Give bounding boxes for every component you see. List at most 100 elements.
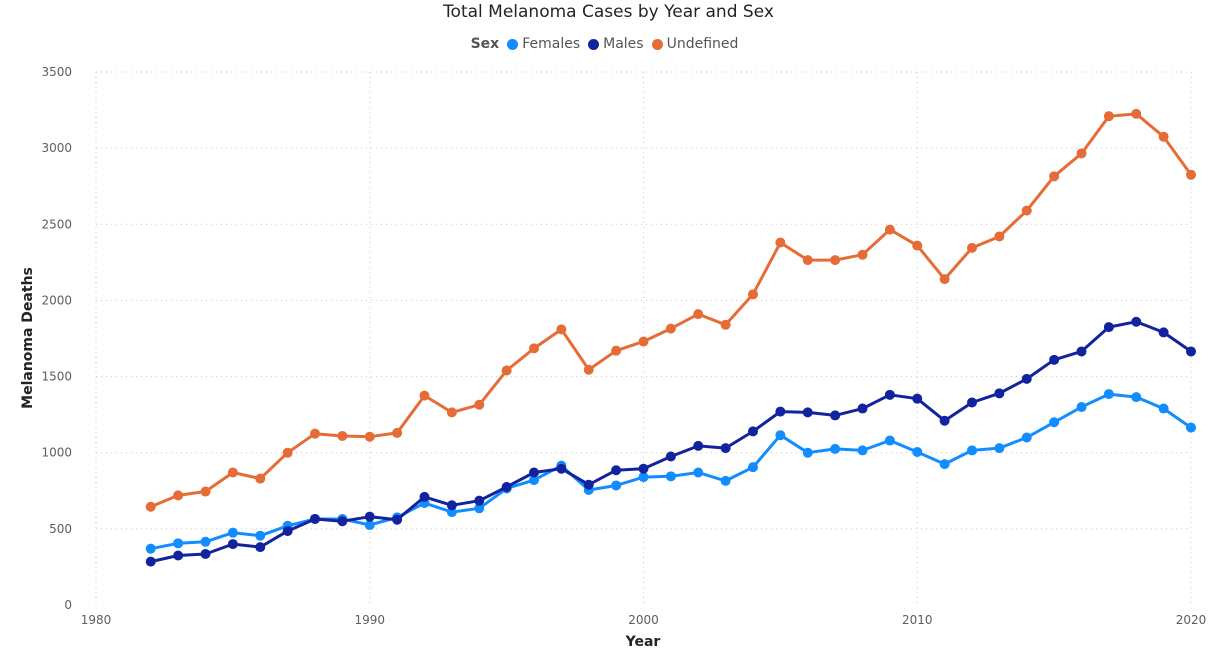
data-point-females[interactable] [145,543,156,554]
data-point-undefined[interactable] [693,309,704,320]
data-point-females[interactable] [1131,392,1142,403]
data-point-females[interactable] [665,471,676,482]
data-point-females[interactable] [1076,402,1087,413]
data-point-males[interactable] [501,481,512,492]
data-point-undefined[interactable] [830,255,841,266]
data-point-females[interactable] [529,475,539,486]
data-point-females[interactable] [748,462,758,473]
data-point-males[interactable] [282,526,293,537]
data-point-females[interactable] [227,527,238,538]
data-point-undefined[interactable] [227,467,238,478]
data-point-males[interactable] [857,403,868,414]
data-point-females[interactable] [200,536,211,547]
data-point-undefined[interactable] [638,336,649,347]
data-point-undefined[interactable] [1158,131,1169,142]
data-point-undefined[interactable] [665,323,676,334]
data-point-males[interactable] [802,407,813,418]
data-point-males[interactable] [529,467,539,478]
data-point-males[interactable] [939,415,950,426]
data-point-females[interactable] [446,507,457,518]
data-point-undefined[interactable] [173,490,184,501]
data-point-undefined[interactable] [611,345,622,356]
data-point-undefined[interactable] [748,289,758,300]
data-point-males[interactable] [748,426,758,437]
legend-item-undefined[interactable]: Undefined [651,34,738,54]
data-point-males[interactable] [1049,354,1060,365]
data-point-females[interactable] [1158,403,1169,414]
data-point-males[interactable] [392,514,403,525]
data-point-males[interactable] [611,465,622,476]
data-point-undefined[interactable] [337,430,348,441]
data-point-undefined[interactable] [1131,108,1142,119]
data-point-males[interactable] [775,406,786,417]
data-point-undefined[interactable] [255,473,266,484]
data-point-males[interactable] [1076,346,1087,357]
data-point-females[interactable] [1049,417,1060,428]
data-point-undefined[interactable] [857,249,868,260]
data-point-females[interactable] [638,472,649,483]
data-point-females[interactable] [474,503,485,514]
data-point-females[interactable] [884,435,895,446]
data-point-undefined[interactable] [802,255,813,266]
data-point-females[interactable] [830,443,841,454]
data-point-undefined[interactable] [1076,148,1087,159]
data-point-undefined[interactable] [446,407,457,418]
data-point-females[interactable] [364,520,375,531]
data-point-males[interactable] [419,491,430,502]
data-point-undefined[interactable] [994,231,1005,242]
data-point-undefined[interactable] [145,501,156,512]
data-point-females[interactable] [1186,422,1196,433]
data-point-males[interactable] [227,539,238,550]
data-point-males[interactable] [967,397,977,408]
data-point-undefined[interactable] [419,390,430,401]
data-point-males[interactable] [1131,316,1142,327]
data-point-undefined[interactable] [884,224,895,235]
data-point-females[interactable] [1021,432,1032,443]
data-point-undefined[interactable] [474,399,485,410]
data-point-females[interactable] [173,538,184,549]
data-point-males[interactable] [583,479,594,490]
data-point-females[interactable] [939,459,950,470]
legend-item-females[interactable]: Females [507,34,580,54]
data-point-undefined[interactable] [392,427,403,438]
data-point-undefined[interactable] [1103,111,1114,122]
data-point-undefined[interactable] [1049,171,1060,182]
data-point-females[interactable] [693,467,704,478]
data-point-males[interactable] [145,556,156,567]
legend-item-males[interactable]: Males [588,34,644,54]
data-point-males[interactable] [556,463,567,474]
data-point-undefined[interactable] [556,324,567,335]
data-point-undefined[interactable] [720,319,731,330]
data-point-females[interactable] [255,530,266,541]
data-point-undefined[interactable] [364,431,375,442]
data-point-males[interactable] [884,389,895,400]
data-point-males[interactable] [1158,327,1169,338]
data-point-males[interactable] [474,495,485,506]
data-point-undefined[interactable] [529,343,539,354]
data-point-males[interactable] [173,550,184,561]
data-point-males[interactable] [364,511,375,522]
data-point-males[interactable] [1021,373,1032,384]
data-point-males[interactable] [255,542,266,553]
data-point-males[interactable] [446,500,457,511]
data-point-males[interactable] [720,443,731,454]
data-point-females[interactable] [611,480,622,491]
data-point-males[interactable] [912,393,923,404]
data-point-undefined[interactable] [1186,169,1196,180]
data-point-females[interactable] [994,443,1005,454]
data-point-males[interactable] [1186,346,1196,357]
data-point-males[interactable] [830,410,841,421]
data-point-females[interactable] [857,445,868,456]
data-point-undefined[interactable] [583,364,594,375]
data-point-females[interactable] [775,430,786,441]
data-point-males[interactable] [693,440,704,451]
data-point-males[interactable] [665,451,676,462]
data-point-undefined[interactable] [912,240,923,251]
data-point-females[interactable] [720,475,731,486]
data-point-undefined[interactable] [939,274,950,285]
data-point-males[interactable] [337,516,348,527]
data-point-males[interactable] [310,513,320,524]
data-point-undefined[interactable] [282,447,293,458]
data-point-females[interactable] [967,445,977,456]
data-point-males[interactable] [1103,322,1114,333]
